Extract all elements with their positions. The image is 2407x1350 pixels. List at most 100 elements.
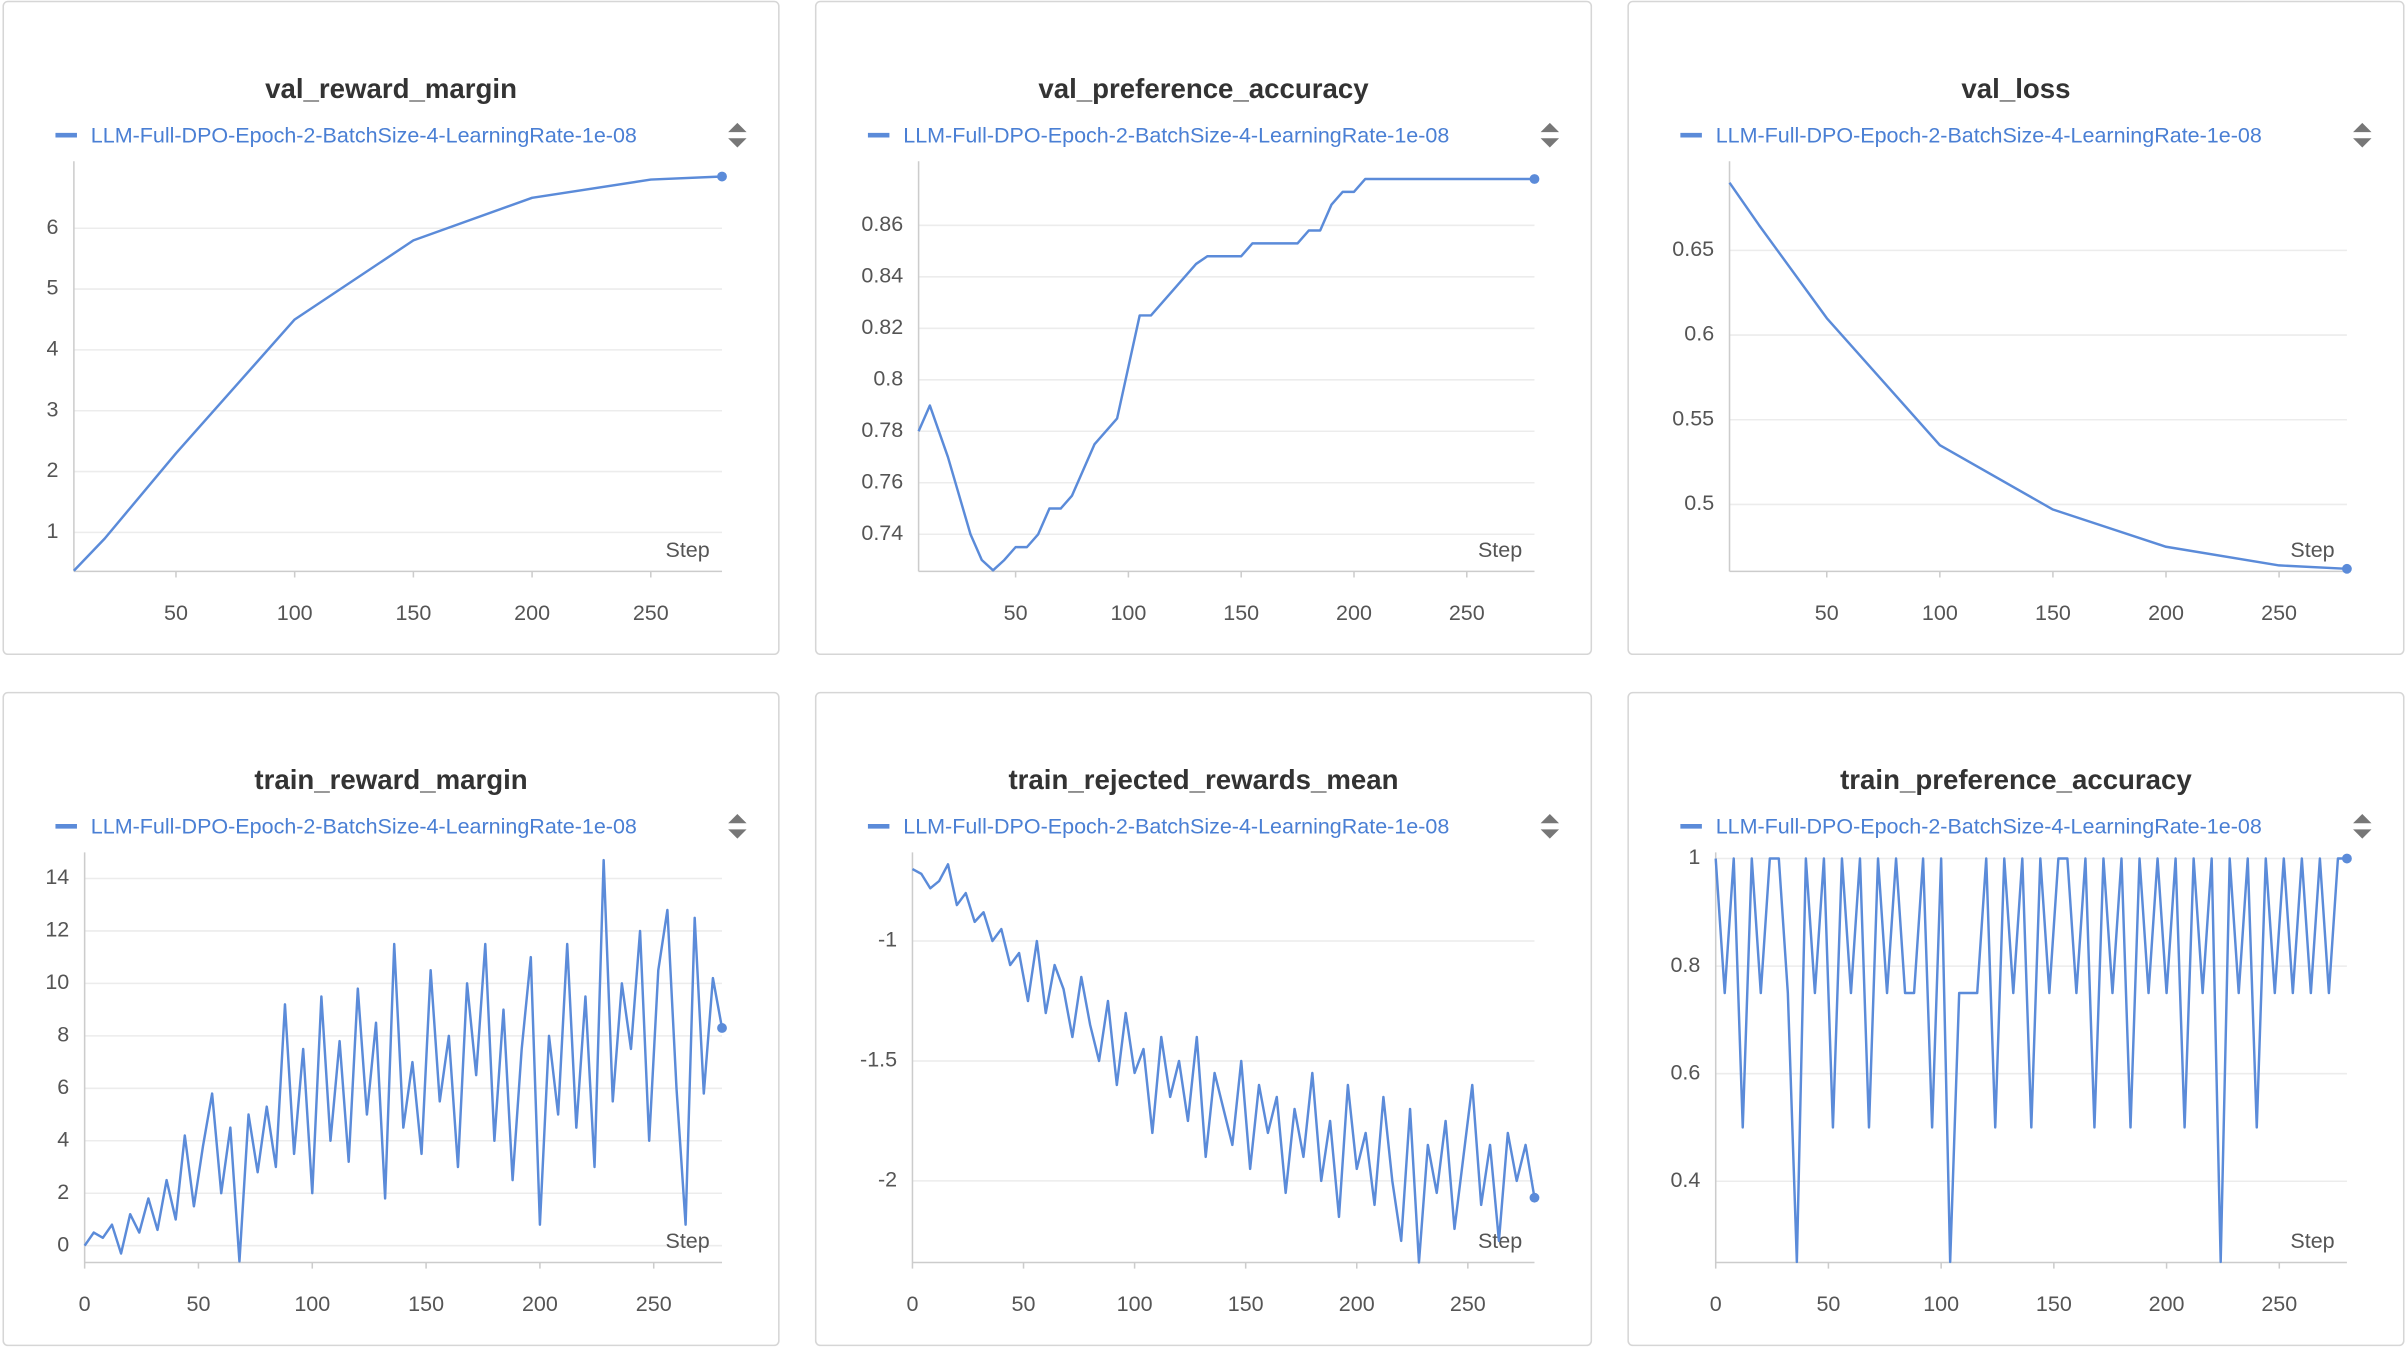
x-tick-label: 150	[2035, 601, 2071, 625]
legend-menu-icon[interactable]	[2353, 813, 2372, 839]
panel	[814, 691, 1593, 1347]
y-tick-label: 0.82	[861, 315, 903, 339]
legend-label: LLM-Full-DPO-Epoch-2-BatchSize-4-Learnin…	[903, 814, 1449, 838]
x-axis-label: Step	[665, 1229, 709, 1253]
end-point	[717, 1023, 727, 1033]
y-tick-label: 0.6	[1684, 322, 1714, 346]
chart-title: train_reward_margin	[254, 764, 527, 795]
x-tick-label: 200	[2149, 1292, 2185, 1316]
y-tick-label: 8	[57, 1023, 69, 1047]
legend-menu-icon[interactable]	[1540, 122, 1560, 148]
x-tick-label: 100	[277, 601, 313, 625]
legend-label: LLM-Full-DPO-Epoch-2-BatchSize-4-Learnin…	[91, 814, 637, 838]
x-tick-label: 50	[1815, 601, 1839, 625]
y-tick-label: 6	[47, 215, 59, 239]
chart-panel: val_reward_margin 1 2 3 4 5 6 50 100 150 200 250 Ste…	[2, 0, 780, 656]
y-tick-label: 0.78	[861, 418, 903, 442]
y-tick-label: -1.5	[860, 1048, 897, 1072]
y-tick-label: 14	[45, 865, 69, 889]
x-tick-label: 150	[395, 601, 431, 625]
end-point	[1529, 1192, 1540, 1203]
x-axis-label: Step	[665, 538, 709, 562]
x-tick-label: 50	[1004, 601, 1028, 625]
panel	[1627, 691, 2405, 1347]
y-tick-label: 2	[47, 458, 59, 482]
end-point	[2342, 853, 2352, 864]
data-line	[1728, 181, 2347, 571]
x-tick-label: 50	[164, 601, 188, 625]
chart-title: val_reward_margin	[265, 73, 517, 104]
x-axis-label: Step	[1478, 538, 1522, 562]
chart-title: train_rejected_rewards_mean	[1008, 764, 1398, 795]
x-tick-label: 200	[2148, 601, 2184, 625]
x-tick-label: 200	[1339, 1292, 1375, 1316]
y-tick-label: 1	[47, 519, 59, 543]
x-tick-label: 150	[408, 1292, 444, 1316]
icon-bottom	[1540, 138, 1560, 148]
x-tick-label: 150	[1228, 1292, 1264, 1316]
end-point	[2342, 563, 2352, 574]
x-tick-label: 150	[2036, 1292, 2072, 1316]
legend-menu-icon[interactable]	[1540, 813, 1560, 839]
y-tick-label: 0.8	[1670, 953, 1700, 977]
data-line	[1714, 857, 2347, 1264]
legend-label: LLM-Full-DPO-Epoch-2-BatchSize-4-Learnin…	[1716, 814, 2262, 838]
legend-label: LLM-Full-DPO-Epoch-2-BatchSize-4-Learnin…	[1716, 123, 2262, 147]
y-tick-label: 4	[47, 337, 59, 361]
panel	[2, 0, 780, 656]
y-tick-label: 6	[57, 1075, 69, 1099]
chart-title: val_loss	[1961, 73, 2070, 104]
y-tick-label: 3	[47, 397, 59, 421]
x-tick-label: 100	[1923, 1292, 1959, 1316]
x-tick-label: 200	[1336, 601, 1372, 625]
chart-panel: train_reward_margin 0 2 4 6 8 10 12 14 0 50 100 150 2…	[2, 691, 780, 1347]
chart-panel: train_preference_accuracy 0.4 0.6 0.8 1 0 50 10…	[1627, 691, 2405, 1347]
y-tick-label: 5	[47, 276, 59, 300]
x-tick-label: 100	[1110, 601, 1146, 625]
data-line	[83, 858, 724, 1263]
icon-top	[2353, 813, 2372, 824]
y-tick-label: 10	[45, 970, 69, 994]
x-tick-label: 50	[186, 1292, 210, 1316]
data-line	[911, 863, 1536, 1264]
x-tick-label: 0	[79, 1292, 91, 1316]
y-tick-label: 12	[45, 918, 69, 942]
x-tick-label: 50	[1012, 1292, 1036, 1316]
y-tick-label: 0.84	[861, 263, 903, 287]
y-tick-label: 0.4	[1670, 1168, 1700, 1192]
x-tick-label: 200	[514, 601, 550, 625]
y-tick-label: 0.76	[861, 469, 903, 493]
chart-panel: val_preference_accuracy 0.74 0.76 0.78 0.8 0.…	[814, 0, 1593, 656]
y-tick-label: 0.55	[1672, 406, 1714, 430]
y-tick-label: 0.65	[1672, 237, 1714, 261]
x-tick-label: 100	[1922, 601, 1958, 625]
legend-menu-icon[interactable]	[2353, 122, 2372, 148]
y-tick-label: 0.8	[873, 366, 903, 390]
icon-top	[728, 813, 747, 824]
panel	[1627, 0, 2405, 656]
icon-top	[1540, 122, 1560, 133]
icon-bottom	[2353, 138, 2372, 148]
legend-menu-icon[interactable]	[728, 813, 747, 839]
y-tick-label: 0	[57, 1232, 69, 1256]
icon-bottom	[1540, 829, 1560, 839]
icon-top	[1540, 813, 1560, 824]
icon-top	[728, 122, 747, 133]
legend-label: LLM-Full-DPO-Epoch-2-BatchSize-4-Learnin…	[91, 123, 637, 147]
y-tick-label: 0.6	[1670, 1060, 1700, 1084]
icon-bottom	[728, 138, 747, 148]
y-tick-label: 2	[57, 1180, 69, 1204]
chart-title: val_preference_accuracy	[1038, 73, 1369, 104]
end-point	[717, 171, 727, 182]
x-tick-label: 100	[294, 1292, 330, 1316]
data-line	[917, 177, 1535, 572]
x-tick-label: 250	[1450, 1292, 1486, 1316]
x-tick-label: 250	[1449, 601, 1485, 625]
x-axis-label: Step	[2290, 538, 2334, 562]
chart-panel: val_loss 0.5 0.55 0.6 0.65 50 100 150 200 250 Step…	[1627, 0, 2405, 656]
x-tick-label: 250	[633, 601, 669, 625]
legend-menu-icon[interactable]	[728, 122, 747, 148]
x-tick-label: 200	[522, 1292, 558, 1316]
x-tick-label: 0	[1710, 1292, 1722, 1316]
